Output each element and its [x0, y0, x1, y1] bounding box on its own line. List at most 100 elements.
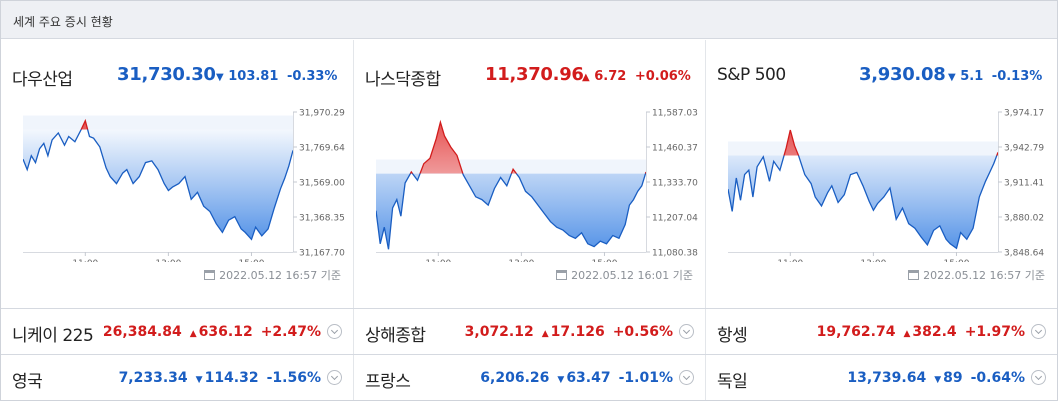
chevron-down-icon[interactable]	[1031, 370, 1046, 385]
up-arrow-icon: ▲	[903, 329, 911, 339]
index-cell-nikkei[interactable]: 니케이 225 26,384.84 ▲ 636.12 +2.47%	[1, 309, 353, 354]
index-cell-shanghai[interactable]: 상해종합 3,072.12 ▲ 17.126 +0.56%	[353, 309, 705, 354]
y-tick-label: 3,974.17	[1004, 109, 1044, 119]
index-cell-germany[interactable]: 독일 13,739.64 ▼ 89 -0.64%	[705, 355, 1057, 400]
timestamp: 2022.05.12 16:01 기준	[571, 269, 693, 282]
area-fill-below-baseline	[376, 173, 646, 250]
x-tick-label: 11:00	[777, 259, 803, 262]
area-fill-above-baseline	[410, 122, 646, 174]
y-tick-label: 3,911.41	[1004, 179, 1044, 189]
y-tick-label: 31,368.35	[299, 214, 345, 224]
index-panel-dow[interactable]: 다우산업 31,730.30 ▼ 103.81 -0.33% 31,970.29…	[1, 40, 353, 308]
y-tick-label: 3,880.02	[1004, 214, 1044, 224]
y-tick-label: 3,942.79	[1004, 144, 1044, 154]
baseline-band	[728, 141, 998, 156]
up-arrow-icon: ▲	[541, 329, 549, 339]
index-name: 니케이 225	[12, 326, 94, 346]
up-arrow-icon: ▲	[582, 72, 590, 83]
price-line-below	[23, 129, 293, 241]
chevron-down-icon[interactable]	[679, 324, 694, 339]
y-tick-label: 3,848.64	[1004, 249, 1044, 259]
chevron-down-icon[interactable]	[679, 370, 694, 385]
down-arrow-icon: ▼	[216, 72, 224, 83]
y-tick-label: 31,769.64	[299, 144, 345, 154]
index-cell-france[interactable]: 프랑스 6,206.26 ▼ 63.47 -1.01%	[353, 355, 705, 400]
index-value: 3,930.08	[859, 64, 946, 85]
x-tick-label: 13:00	[860, 259, 886, 262]
index-value: 7,233.34	[118, 370, 188, 386]
chevron-down-icon[interactable]	[327, 324, 342, 339]
timestamp: 2022.05.12 16:57 기준	[923, 269, 1045, 282]
down-arrow-icon: ▼	[934, 375, 942, 385]
index-change-pct: +2.47%	[260, 324, 321, 340]
index-row: 영국 7,233.34 ▼ 114.32 -1.56% 프랑스 6,206.26 ▼ 63…	[1, 354, 1057, 400]
index-change-pct: +1.97%	[964, 324, 1025, 340]
index-change-pct: -0.33%	[286, 69, 338, 84]
dow-intraday-chart: 31,970.29 31,769.64 31,569.00 31,368.35 31,1…	[23, 109, 345, 262]
index-change: 382.4	[912, 324, 957, 340]
index-value: 19,762.74	[816, 324, 896, 340]
index-panel-nasdaq[interactable]: 나스닥종합 11,370.96 ▲ 6.72 +0.06% 11,587.03 1…	[353, 40, 705, 308]
baseline-band	[23, 115, 293, 130]
y-tick-label: 31,970.29	[299, 109, 345, 119]
timestamp: 2022.05.12 16:57 기준	[219, 269, 341, 282]
x-tick-label: 15:00	[591, 259, 617, 262]
index-value: 11,370.96	[485, 64, 584, 85]
index-change-pct: -0.64%	[970, 370, 1025, 386]
index-name: 항셍	[717, 326, 748, 346]
up-arrow-icon: ▲	[189, 329, 197, 339]
price-line-below	[728, 155, 998, 250]
y-tick-label: 31,167.70	[299, 249, 345, 259]
down-arrow-icon: ▼	[195, 375, 203, 385]
index-name: 다우산업	[12, 70, 73, 90]
calendar-icon	[556, 270, 568, 280]
index-name: S&P 500	[717, 65, 786, 85]
index-panel-sp500[interactable]: S&P 500 3,930.08 ▼ 5.1 -0.13% 3,974.17 3,…	[705, 40, 1057, 308]
y-tick-label: 11,207.04	[652, 214, 698, 224]
index-change: 5.1	[960, 69, 984, 84]
x-tick-label: 13:00	[155, 259, 181, 262]
down-arrow-icon: ▼	[948, 72, 956, 83]
index-value: 26,384.84	[102, 324, 182, 340]
baseline-band	[376, 159, 646, 174]
index-name: 나스닥종합	[365, 70, 441, 90]
area-fill-below-baseline	[728, 155, 998, 249]
y-tick-label: 11,587.03	[652, 109, 698, 119]
index-change: 636.12	[198, 324, 253, 340]
index-change-pct: +0.56%	[612, 324, 673, 340]
index-change: 103.81	[228, 69, 279, 84]
x-tick-label: 15:00	[943, 259, 969, 262]
index-cell-hangseng[interactable]: 항셍 19,762.74 ▲ 382.4 +1.97%	[705, 309, 1057, 354]
price-line-below	[376, 173, 646, 250]
index-row: 니케이 225 26,384.84 ▲ 636.12 +2.47% 상해종합 3,07…	[1, 308, 1057, 354]
index-change-pct: -1.01%	[618, 370, 673, 386]
down-arrow-icon: ▼	[557, 375, 565, 385]
index-change-pct: -0.13%	[991, 69, 1043, 84]
y-tick-label: 11,333.70	[652, 179, 698, 189]
calendar-icon	[908, 270, 920, 280]
index-value: 3,072.12	[464, 324, 534, 340]
area-fill-below-baseline	[23, 129, 293, 240]
widget-header: 세계 주요 증시 현황	[1, 1, 1057, 39]
x-tick-label: 11:00	[72, 259, 98, 262]
x-tick-label: 13:00	[508, 259, 534, 262]
index-change-pct: -1.56%	[266, 370, 321, 386]
nasdaq-intraday-chart: 11,587.03 11,460.37 11,333.70 11,207.04 11,0…	[376, 109, 698, 262]
index-change: 63.47	[566, 370, 611, 386]
index-change: 89	[943, 370, 963, 386]
index-value: 31,730.30	[117, 64, 216, 85]
index-change-pct: +0.06%	[634, 69, 691, 84]
price-line-above	[409, 119, 646, 174]
index-name: 독일	[717, 372, 748, 392]
index-cell-uk[interactable]: 영국 7,233.34 ▼ 114.32 -1.56%	[1, 355, 353, 400]
widget-title: 세계 주요 증시 현황	[13, 15, 113, 29]
index-value: 13,739.64	[847, 370, 927, 386]
x-tick-label: 11:00	[425, 259, 451, 262]
y-tick-label: 31,569.00	[299, 179, 345, 189]
chevron-down-icon[interactable]	[327, 370, 342, 385]
index-name: 영국	[12, 372, 43, 392]
chevron-down-icon[interactable]	[1031, 324, 1046, 339]
calendar-icon	[204, 270, 216, 280]
index-change: 17.126	[550, 324, 605, 340]
index-change: 114.32	[204, 370, 259, 386]
